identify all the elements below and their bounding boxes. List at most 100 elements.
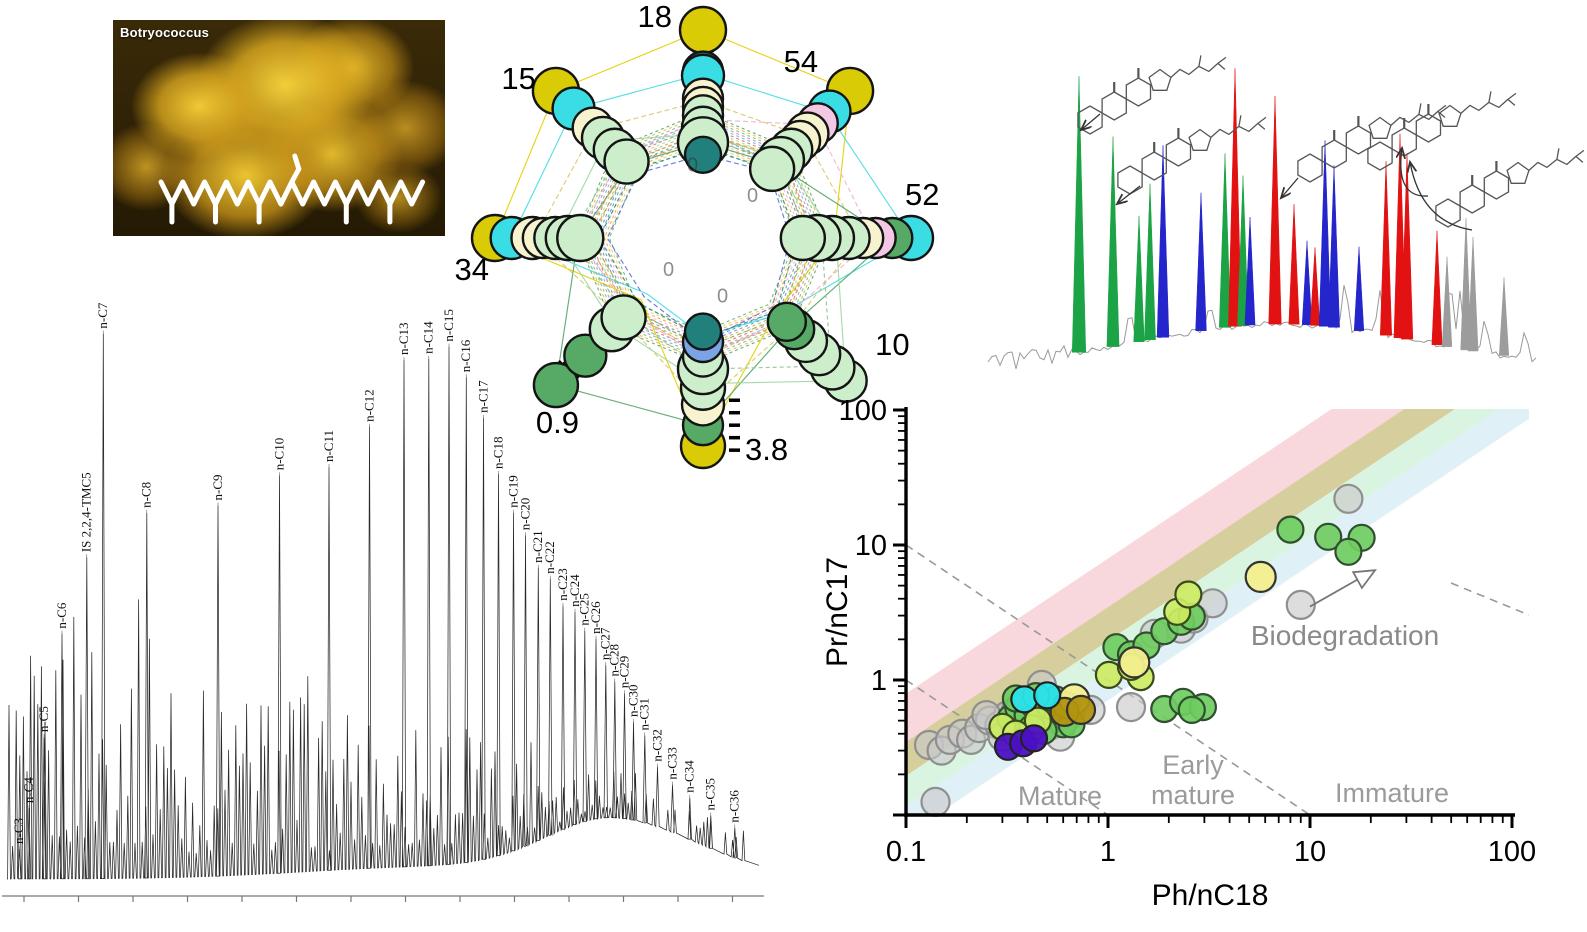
radar-axis-max-label: 3.8 — [745, 432, 788, 467]
sterane-structure — [1367, 91, 1517, 171]
radar-zero-label: 0 — [717, 286, 728, 308]
zone-label-early-mature: mature — [1151, 780, 1235, 810]
data-point-green — [1334, 537, 1363, 566]
chromatogram-peak — [1309, 247, 1321, 326]
biomarker-radar-chart: 0 0 0 0 18 54 52 10 3.8 0.9 34 15 — [455, 0, 939, 470]
gc-peak-label: n-C23 — [555, 568, 570, 601]
gc-peak-label: n-C10 — [272, 438, 287, 471]
sterane-structure — [1077, 55, 1227, 135]
sterane-structure — [1297, 103, 1447, 183]
micrograph-label: Botryococcus — [120, 25, 210, 40]
chromatogram-peak — [1328, 165, 1340, 328]
botryococcane-structure-overlay — [158, 153, 426, 225]
gc-peak-label: n-C8 — [139, 482, 154, 508]
gc-peak-label: IS 2,2,4-TMC5 — [79, 472, 94, 552]
biodegradation-label: Biodegradation — [1251, 620, 1439, 651]
radar-axis-max-label: 34 — [455, 252, 489, 287]
chromatogram-peak — [1268, 95, 1282, 325]
radar-zero-label: 0 — [687, 154, 698, 176]
y-tick-label: 100 — [839, 395, 887, 427]
y-tick-label: 10 — [855, 530, 887, 562]
chromatogram-peak — [1195, 192, 1207, 331]
gc-peak-label: n-C27 — [598, 627, 613, 660]
peak-assignment-arrow — [1410, 162, 1473, 231]
radar-zero-label: 0 — [747, 185, 758, 207]
data-point-green — [1177, 695, 1206, 724]
zone-label-mature: Mature — [1018, 781, 1102, 811]
gc-peak-label: n-C16 — [458, 339, 473, 372]
data-point-gray — [1285, 589, 1316, 620]
radar-axis-max-label: 54 — [784, 44, 818, 79]
gc-peak-label: n-C22 — [542, 541, 557, 574]
chromatogram-peak — [1071, 76, 1087, 353]
gc-peak-label: n-C18 — [491, 437, 506, 470]
x-tick-label: 1 — [1100, 836, 1116, 868]
radar-axis-max-label: 0.9 — [536, 405, 579, 440]
gc-peak-label: n-C36 — [727, 790, 742, 823]
chromatogram-peak — [1441, 256, 1453, 347]
chromatogram-peak — [1288, 204, 1300, 325]
data-point-gray — [1115, 692, 1147, 723]
data-point-cyan — [1010, 685, 1039, 714]
chromatogram-peak — [1219, 153, 1231, 328]
chromatogram-peak — [1106, 136, 1120, 347]
data-point-green — [1314, 522, 1343, 551]
data-point-yellow — [1244, 560, 1277, 593]
sterane-structure — [1435, 148, 1585, 228]
data-point-yellow — [1118, 646, 1151, 679]
data-point-cyan — [1033, 681, 1062, 710]
gc-peak-label: n-C3 — [11, 818, 26, 844]
gc-peak-label: n-C24 — [567, 574, 582, 607]
maturity-band — [907, 409, 1455, 776]
whole-oil-gas-chromatogram: n-C3 n-C4 n-C5 n-C6 IS 2,2,4-TMC5 n-C7 n-C8 n-C… — [2, 302, 764, 902]
x-axis-title: Ph/nC18 — [1152, 879, 1269, 912]
chromatogram-peak — [1318, 140, 1332, 327]
chromatogram-peak — [1301, 240, 1313, 326]
chromatogram-peak — [1237, 175, 1249, 326]
gc-peak-label: n-C4 — [21, 777, 36, 804]
data-point-gray — [920, 786, 951, 817]
chromatogram-peak — [1133, 215, 1145, 343]
gc-peak-label: n-C26 — [588, 601, 603, 634]
gc-peak-label: n-C21 — [530, 530, 545, 563]
radar-axis-max-label: 18 — [638, 0, 672, 34]
data-point-gray — [1333, 483, 1364, 514]
sterane-structure — [1117, 115, 1267, 195]
chromatogram-peak — [1156, 145, 1170, 338]
radar-axis-max-label: 15 — [501, 61, 535, 96]
gc-peak-label: n-C32 — [650, 729, 665, 762]
chromatogram-peak — [1144, 183, 1156, 340]
gc-peak-label: n-C13 — [396, 323, 411, 356]
gc-peak-label: n-C28 — [607, 644, 622, 677]
gc-peak-label: n-C25 — [577, 593, 592, 626]
chromatogram-peak — [1353, 246, 1365, 331]
gc-peak-label: n-C11 — [321, 430, 336, 462]
x-tick-label: 10 — [1294, 836, 1326, 868]
biodegradation-arrowhead — [1351, 569, 1378, 590]
chromatogram-peak — [1244, 216, 1256, 326]
botryococcus-micrograph: Botryococcus — [113, 20, 445, 236]
data-point-lime — [1174, 580, 1203, 609]
chromatogram-peak — [1431, 230, 1443, 346]
data-point-green — [1276, 515, 1305, 544]
gc-peak-label: n-C17 — [476, 380, 491, 413]
peak-assignment-arrow — [1081, 113, 1101, 130]
gc-peak-label: n-C34 — [682, 760, 697, 793]
data-point-purple — [1019, 724, 1049, 753]
radar-axis-max-label: 10 — [875, 327, 909, 362]
radar-zero-label: 0 — [663, 259, 674, 281]
gc-peak-label: n-C14 — [421, 321, 436, 354]
radar-axis-max-label: 52 — [905, 177, 939, 212]
chromatogram-peak — [1467, 236, 1479, 352]
gc-peak-label: n-C33 — [665, 747, 680, 780]
gc-peak-label: n-C9 — [210, 474, 225, 500]
y-axis-title: Pr/nC17 — [823, 557, 854, 667]
data-point-gold — [1065, 694, 1097, 725]
gc-peak-label: n-C15 — [441, 309, 456, 342]
maturity-boundary-line — [907, 679, 1109, 815]
x-tick-label: 0.1 — [886, 836, 926, 868]
chromatogram-peak — [1400, 153, 1414, 340]
gc-peak-label: n-C31 — [637, 698, 652, 731]
